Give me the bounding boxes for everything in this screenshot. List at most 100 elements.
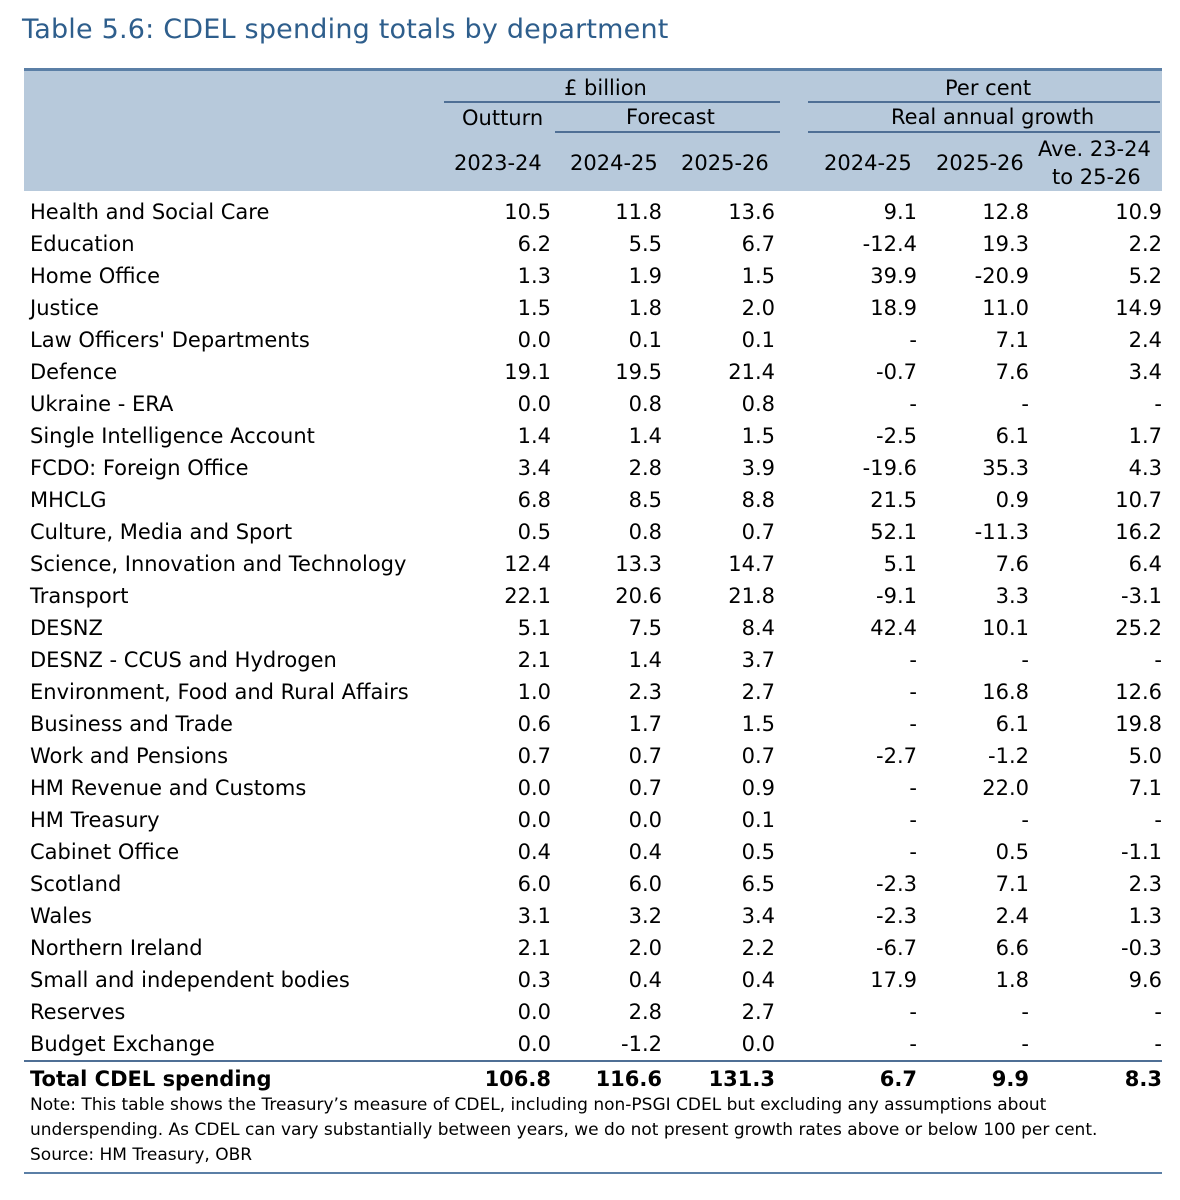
value-cell: 13.6: [728, 200, 775, 224]
table-row: Single Intelligence Account 1.4 1.4 1.5 -2.5…: [24, 420, 1162, 452]
value-cell: 3.3: [995, 584, 1029, 608]
department-name: Home Office: [30, 264, 160, 288]
value-cell: 10.1: [982, 616, 1029, 640]
value-cell: -: [909, 840, 917, 864]
value-cell: 0.5: [995, 840, 1029, 864]
value-cell: 21.5: [870, 488, 917, 512]
value-cell: 2.0: [628, 936, 662, 960]
col-header-2024-25: 2024-25: [570, 151, 658, 175]
department-name: MHCLG: [30, 488, 107, 512]
value-cell: 6.4: [1128, 552, 1162, 576]
value-cell: 6.2: [517, 232, 551, 256]
value-cell: 0.7: [628, 744, 662, 768]
value-cell: -: [909, 680, 917, 704]
value-cell: 7.1: [1128, 776, 1162, 800]
value-cell: 6.0: [628, 872, 662, 896]
department-name: Reserves: [30, 1000, 126, 1024]
department-name: Culture, Media and Sport: [30, 520, 293, 544]
value-cell: -: [1154, 392, 1162, 416]
value-cell: 6.7: [741, 232, 775, 256]
value-cell: -19.6: [862, 456, 917, 480]
value-cell: -20.9: [974, 264, 1029, 288]
table-row: Defence 19.1 19.5 21.4 -0.7 7.6 3.4: [24, 356, 1162, 388]
source-line: Source: HM Treasury, OBR: [30, 1145, 253, 1165]
department-name: Total CDEL spending: [24, 1060, 444, 1096]
table-row: DESNZ 5.1 7.5 8.4 42.4 10.1 25.2: [24, 612, 1162, 644]
value-cell: -: [1154, 1032, 1162, 1056]
department-name: Budget Exchange: [30, 1032, 215, 1056]
department-name: Justice: [30, 296, 99, 320]
table-row: Law Officers' Departments 0.0 0.1 0.1 - 7.1 2.…: [24, 324, 1162, 356]
value-cell: 3.7: [741, 648, 775, 672]
value-cell: 1.4: [517, 424, 551, 448]
value-cell: 3.4: [517, 456, 551, 480]
value-cell: 2.2: [741, 936, 775, 960]
value-cell: 8.3: [1029, 1060, 1162, 1096]
total-row: Total CDEL spending 106.8 116.6 131.3 6.7 9.9…: [24, 1060, 1162, 1096]
table-row: Reserves 0.0 2.8 2.7 - - -: [24, 996, 1162, 1028]
note-line-1: Note: This table shows the Treasury’s me…: [30, 1095, 1047, 1115]
value-cell: 2.4: [995, 904, 1029, 928]
value-cell: 9.6: [1128, 968, 1162, 992]
department-name: Single Intelligence Account: [30, 424, 315, 448]
value-cell: 3.2: [628, 904, 662, 928]
value-cell: -12.4: [862, 232, 917, 256]
value-cell: 22.0: [982, 776, 1029, 800]
value-cell: -: [909, 328, 917, 352]
value-cell: 17.9: [870, 968, 917, 992]
value-cell: 0.6: [517, 712, 551, 736]
value-cell: -: [909, 648, 917, 672]
department-name: Health and Social Care: [30, 200, 270, 224]
department-name: Education: [30, 232, 135, 256]
col-header-growth-2025-26: 2025-26: [936, 151, 1024, 175]
value-cell: 25.2: [1115, 616, 1162, 640]
value-cell: 106.8: [444, 1060, 551, 1096]
table-row: Cabinet Office 0.4 0.4 0.5 - 0.5 -1.1: [24, 836, 1162, 868]
value-cell: 18.9: [870, 296, 917, 320]
value-cell: 10.5: [504, 200, 551, 224]
value-cell: 0.5: [517, 520, 551, 544]
table-row: Wales 3.1 3.2 3.4 -2.3 2.4 1.3: [24, 900, 1162, 932]
value-cell: 2.4: [1128, 328, 1162, 352]
table-row: HM Treasury 0.0 0.0 0.1 - - -: [24, 804, 1162, 836]
value-cell: 2.3: [628, 680, 662, 704]
department-name: Science, Innovation and Technology: [30, 552, 407, 576]
col-header-growth-2024-25: 2024-25: [824, 151, 912, 175]
note-line-2: underspending. As CDEL can vary substant…: [30, 1120, 1098, 1140]
value-cell: -: [909, 1000, 917, 1024]
value-cell: 3.1: [517, 904, 551, 928]
value-cell: 6.6: [995, 936, 1029, 960]
value-cell: 19.3: [982, 232, 1029, 256]
table-row: HM Revenue and Customs 0.0 0.7 0.9 - 22.0 7.1: [24, 772, 1162, 804]
value-cell: 0.4: [628, 968, 662, 992]
value-cell: 12.4: [504, 552, 551, 576]
value-cell: 2.2: [1128, 232, 1162, 256]
value-cell: 4.3: [1128, 456, 1162, 480]
percent-rule: [808, 101, 1160, 103]
department-name: HM Revenue and Customs: [30, 776, 307, 800]
value-cell: 11.0: [982, 296, 1029, 320]
value-cell: 0.0: [517, 392, 551, 416]
value-cell: 5.5: [628, 232, 662, 256]
value-cell: 10.7: [1115, 488, 1162, 512]
value-cell: 1.5: [741, 264, 775, 288]
value-cell: 16.8: [982, 680, 1029, 704]
value-cell: 131.3: [662, 1060, 775, 1096]
value-cell: -: [1021, 808, 1029, 832]
value-cell: -9.1: [876, 584, 917, 608]
value-cell: -2.5: [876, 424, 917, 448]
value-cell: 1.0: [517, 680, 551, 704]
value-cell: 2.0: [741, 296, 775, 320]
col-header-2023-24: 2023-24: [454, 151, 542, 175]
value-cell: -0.3: [1121, 936, 1162, 960]
outturn-label: Outturn: [462, 106, 544, 130]
value-cell: -1.2: [988, 744, 1029, 768]
value-cell: 7.6: [995, 360, 1029, 384]
top-rule: [24, 68, 1162, 71]
value-cell: 1.8: [995, 968, 1029, 992]
value-cell: 8.8: [741, 488, 775, 512]
value-cell: 1.5: [741, 424, 775, 448]
value-cell: 5.2: [1128, 264, 1162, 288]
forecast-label: Forecast: [626, 105, 715, 129]
percent-label: Per cent: [945, 76, 1032, 100]
